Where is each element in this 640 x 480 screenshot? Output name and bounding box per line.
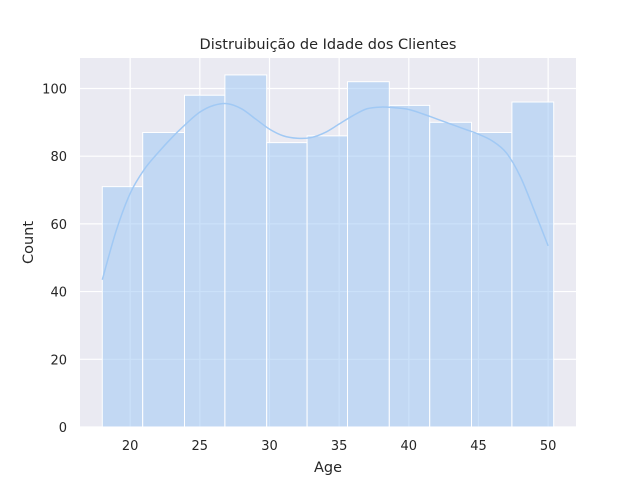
x-tick-label: 35 — [331, 439, 348, 454]
histogram-bar — [224, 74, 268, 428]
kde-curve — [101, 102, 549, 280]
histogram-bar — [511, 101, 555, 428]
y-tick-label: 20 — [50, 353, 67, 368]
y-axis-ticks: 0 20 40 60 80 100 — [42, 82, 67, 436]
x-tick-label: 30 — [261, 439, 278, 454]
histogram-bar — [183, 94, 226, 428]
histogram-bar — [388, 104, 431, 428]
histogram-bar — [471, 131, 513, 428]
histogram-bar — [347, 81, 390, 428]
x-axis-label: Age — [314, 460, 342, 476]
histogram-bar — [429, 121, 473, 428]
x-tick-label: 50 — [540, 439, 557, 454]
histogram-bar — [306, 135, 349, 428]
y-tick-label: 0 — [59, 421, 67, 436]
y-tick-label: 100 — [42, 82, 67, 97]
chart-title: Distruibuição de Idade dos Clientes — [200, 37, 457, 53]
x-tick-label: 25 — [192, 439, 209, 454]
histogram-bar — [142, 131, 185, 428]
x-tick-label: 40 — [401, 439, 418, 454]
y-tick-label: 60 — [50, 218, 67, 233]
x-tick-label: 45 — [470, 439, 487, 454]
x-axis-ticks: 20 25 30 35 40 45 50 — [122, 439, 557, 454]
x-tick-label: 20 — [122, 439, 139, 454]
histogram-bar — [266, 142, 308, 428]
y-axis-label: Count — [21, 221, 37, 264]
histogram-bars — [101, 74, 555, 428]
y-tick-label: 40 — [50, 286, 67, 301]
y-tick-label: 80 — [50, 150, 67, 165]
histogram-bar — [101, 186, 144, 428]
